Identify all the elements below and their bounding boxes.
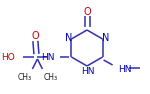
Text: HO: HO	[1, 53, 14, 61]
Text: HN: HN	[119, 64, 132, 74]
Text: CH₃: CH₃	[43, 74, 57, 83]
Text: O: O	[32, 31, 39, 41]
Text: N: N	[102, 33, 109, 43]
Text: O: O	[83, 7, 91, 17]
Text: N: N	[65, 33, 72, 43]
Text: HN: HN	[81, 66, 95, 75]
Text: CH₃: CH₃	[17, 74, 32, 83]
Text: HN: HN	[41, 53, 54, 61]
